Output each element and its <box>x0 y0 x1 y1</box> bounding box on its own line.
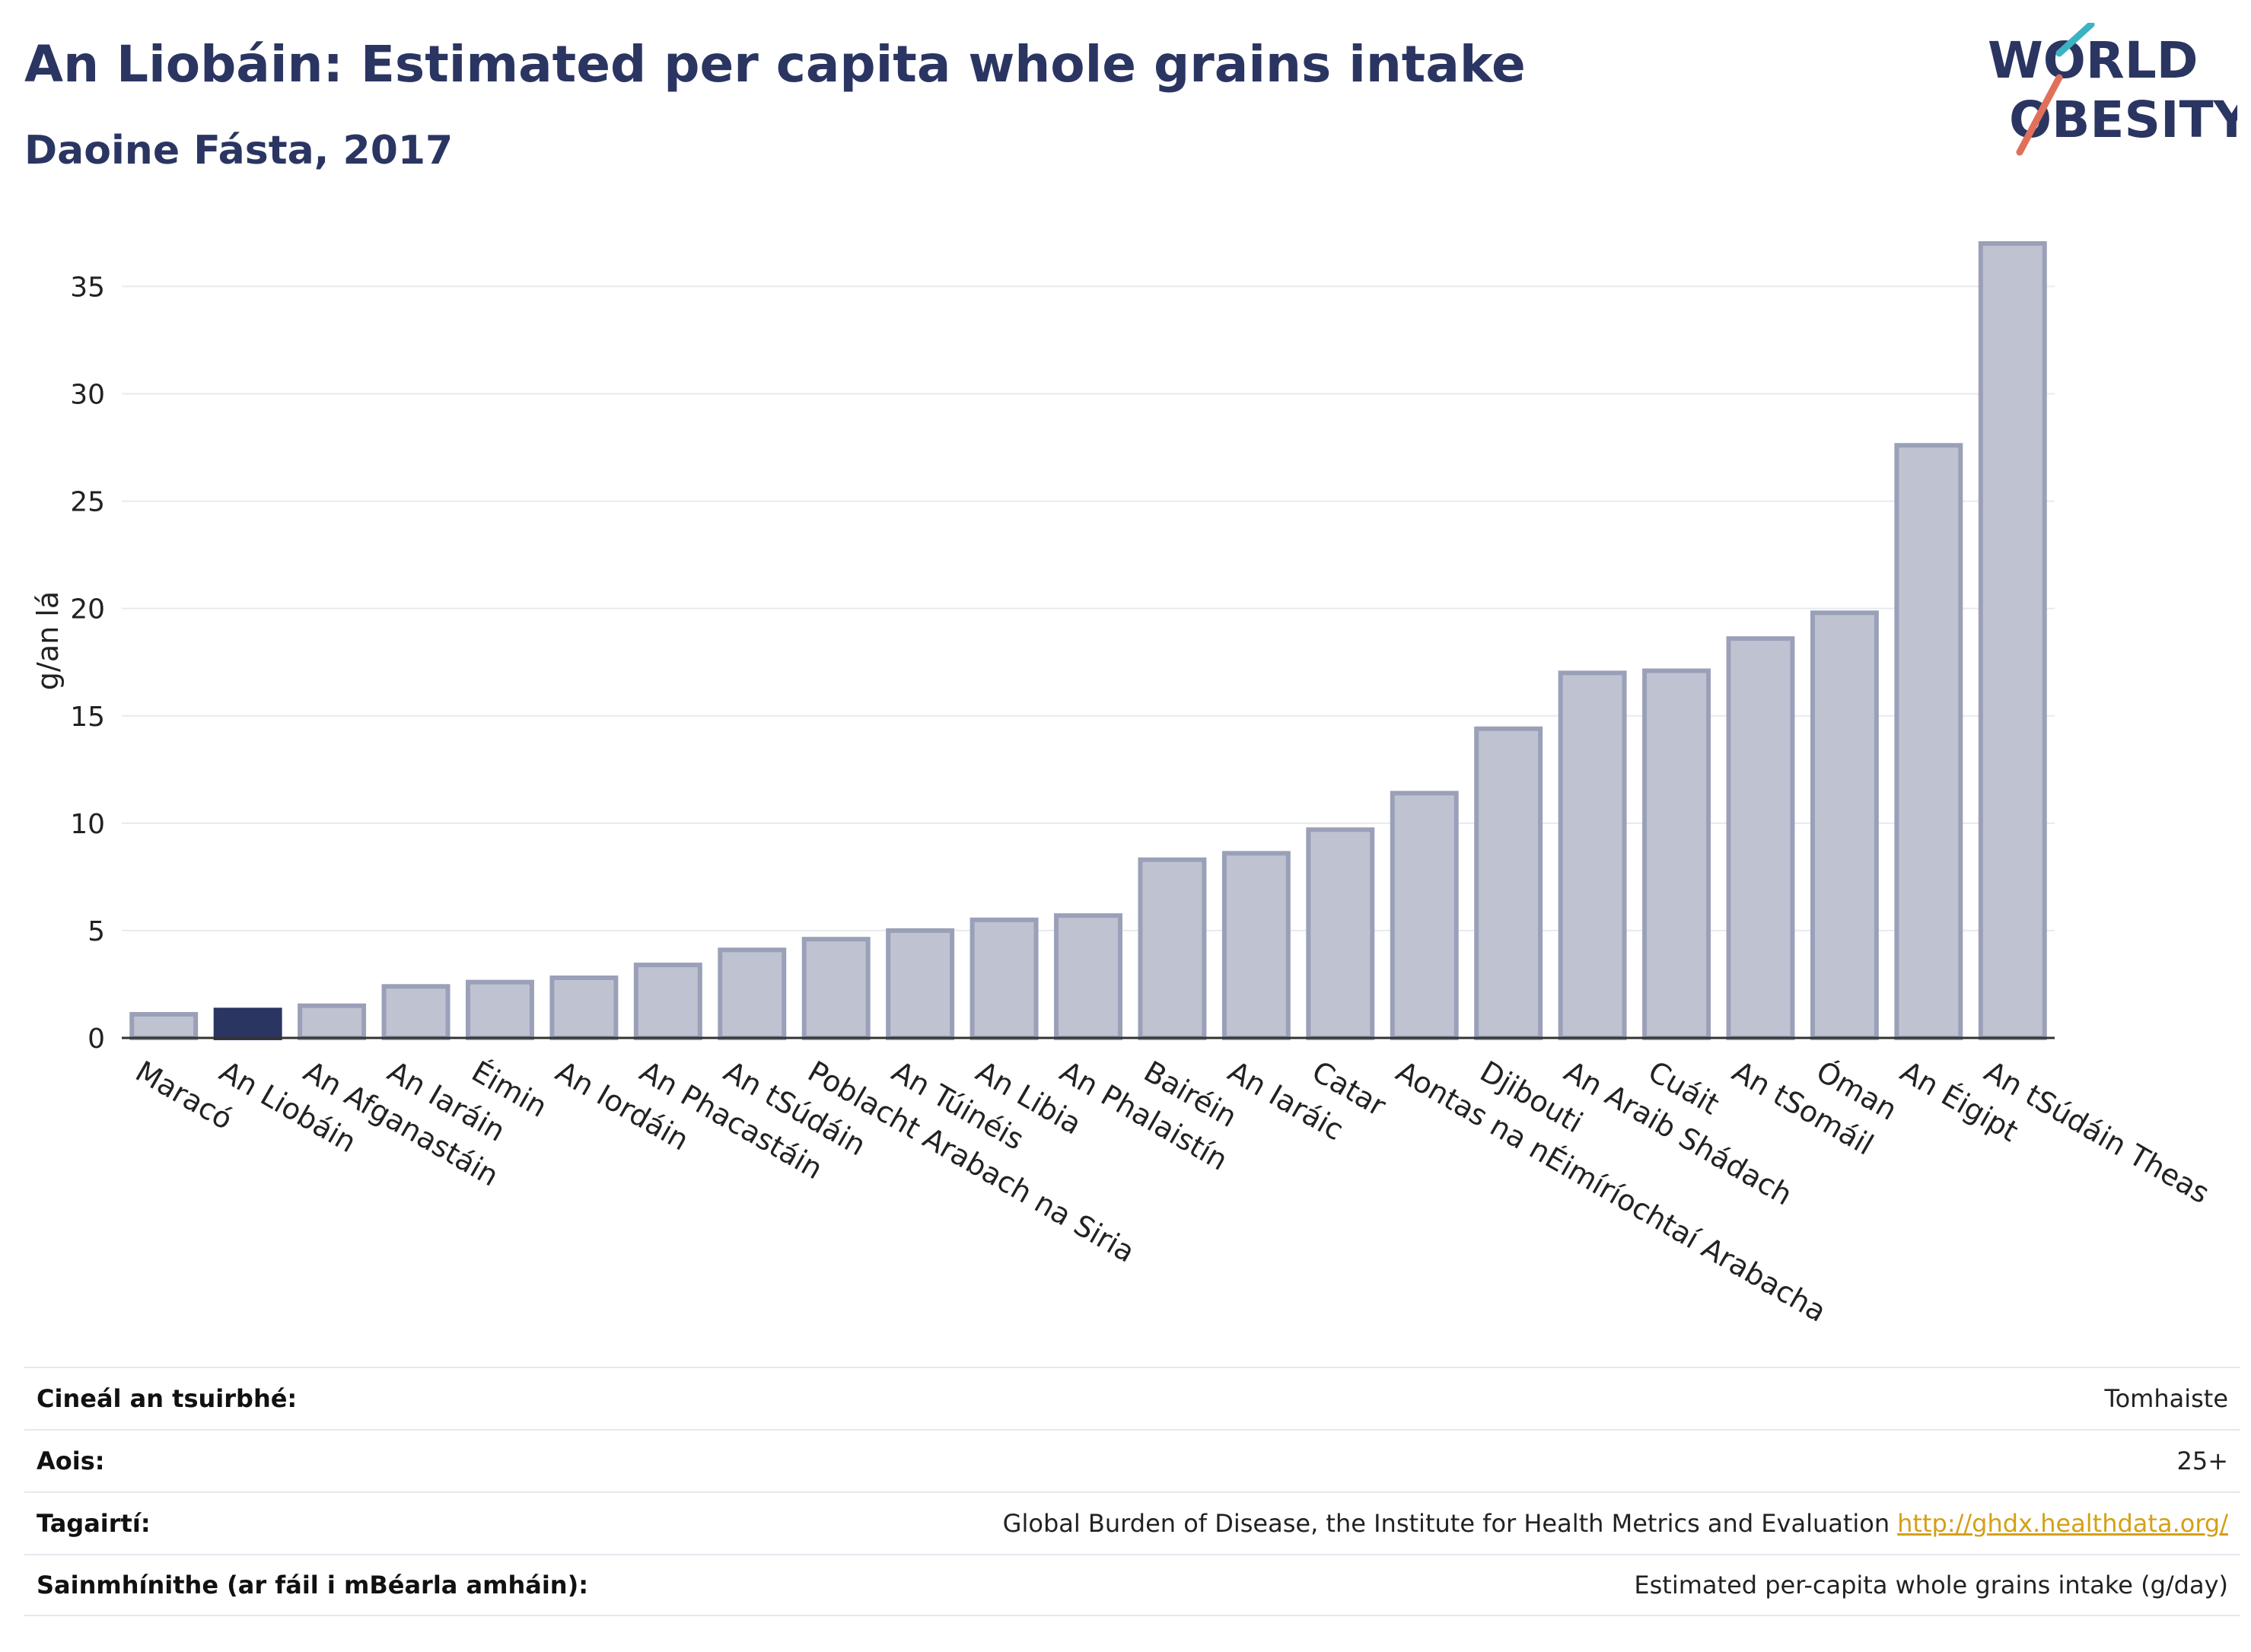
bar <box>1138 857 1207 1041</box>
bar <box>213 1007 282 1041</box>
y-tick-label: 0 <box>88 1023 105 1055</box>
bar <box>1054 913 1122 1041</box>
bar <box>1810 610 1879 1040</box>
bar <box>465 979 534 1040</box>
bar <box>381 984 451 1041</box>
metadata-table: Cineál an tsuirbhé: Tomhaiste Aois: 25+ … <box>24 1367 2240 1616</box>
chart-subtitle: Daoine Fásta, 2017 <box>24 128 454 173</box>
y-tick-label: 25 <box>70 487 105 518</box>
meta-row-survey-type: Cineál an tsuirbhé: Tomhaiste <box>24 1367 2240 1429</box>
meta-row-definitions: Sainmhínithe (ar fáil i mBéarla amháin):… <box>24 1554 2240 1616</box>
bar <box>886 928 955 1041</box>
y-tick-label: 5 <box>88 916 105 947</box>
meta-key: Tagairtí: <box>37 1509 151 1538</box>
bar <box>1726 636 1795 1040</box>
y-tick-label: 30 <box>70 380 105 411</box>
bar <box>1390 791 1459 1040</box>
bar <box>1221 851 1291 1041</box>
meta-value: 25+ <box>2176 1447 2228 1475</box>
meta-value: Estimated per-capita whole grains intake… <box>1634 1571 2228 1599</box>
bar <box>1558 670 1627 1041</box>
meta-row-references: Tagairtí: Global Burden of Disease, the … <box>24 1491 2240 1554</box>
bar <box>1978 241 2047 1040</box>
y-tick-label: 20 <box>70 594 105 625</box>
chart-title: An Liobáin: Estimated per capita whole g… <box>24 35 1526 94</box>
y-tick-label: 15 <box>70 702 105 733</box>
bar <box>969 917 1039 1040</box>
logo-line1: WORLD <box>1988 31 2198 90</box>
meta-key: Cineál an tsuirbhé: <box>37 1384 298 1413</box>
meta-value: Global Burden of Disease, the Institute … <box>1003 1509 2228 1538</box>
bar <box>801 937 871 1041</box>
logo-stroke-coral <box>2016 74 2063 156</box>
bar <box>129 1011 199 1040</box>
reference-text: Global Burden of Disease, the Institute … <box>1002 1509 1890 1538</box>
y-tick-label: 10 <box>70 809 105 840</box>
bar <box>1306 827 1375 1041</box>
meta-key: Sainmhínithe (ar fáil i mBéarla amháin): <box>37 1571 588 1599</box>
meta-row-age: Aois: 25+ <box>24 1429 2240 1491</box>
logo-stroke-teal <box>2055 23 2095 57</box>
meta-key: Aois: <box>37 1447 105 1475</box>
bar <box>633 963 702 1040</box>
category-label: Maracó <box>130 1055 238 1137</box>
reference-link[interactable]: http://ghdx.healthdata.org/ <box>1897 1509 2228 1538</box>
bar <box>718 947 787 1040</box>
meta-value: Tomhaiste <box>2104 1384 2228 1413</box>
bar <box>298 1003 367 1040</box>
bar <box>1474 726 1543 1040</box>
bar <box>1642 668 1711 1040</box>
y-axis-label: g/an lá <box>31 591 65 690</box>
y-tick-label: 35 <box>70 272 105 303</box>
bar <box>549 975 619 1041</box>
world-obesity-logo: WORLD OBESITY <box>1988 23 2237 156</box>
bar <box>1894 443 1963 1040</box>
